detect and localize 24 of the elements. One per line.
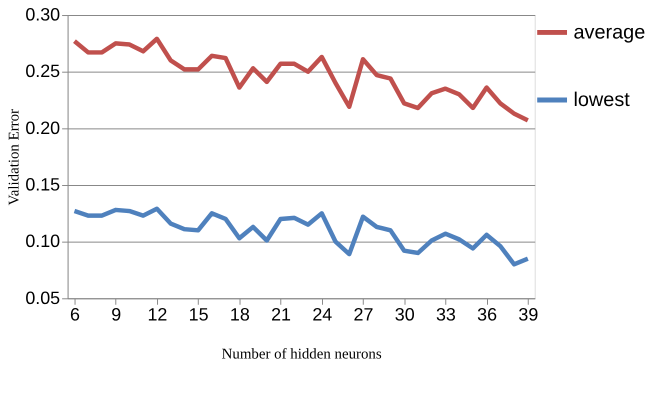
y-tick-label: 0.25: [25, 61, 60, 82]
y-tick-label: 0.15: [25, 174, 60, 194]
line-series: [72, 206, 530, 267]
y-tick-label: 0.30: [25, 4, 60, 24]
x-tick-label: 21: [271, 304, 292, 325]
x-tick-label: 15: [188, 304, 209, 325]
legend-label: lowest: [573, 88, 630, 111]
x-tick-label: 12: [147, 304, 168, 325]
x-tick-label: 36: [477, 304, 498, 325]
x-tick-label: 18: [230, 304, 250, 325]
x-tick-label: 9: [111, 304, 122, 325]
y-tick-label: 0.20: [25, 118, 60, 138]
x-tick-label: 30: [394, 304, 415, 325]
x-axis-title: Number of hidden neurons: [222, 346, 382, 362]
y-axis-title: Validation Error: [6, 108, 22, 206]
x-tick-label: 6: [70, 304, 80, 325]
x-tick-label: 39: [518, 304, 538, 325]
line-series: [72, 36, 530, 123]
x-tick-label: 27: [354, 304, 374, 325]
x-tick-label: 24: [312, 304, 332, 325]
x-tick-label: 33: [436, 304, 456, 325]
y-tick-label: 0.05: [25, 288, 60, 308]
legend-label: average: [573, 21, 646, 44]
y-tick-label: 0.10: [25, 231, 60, 252]
